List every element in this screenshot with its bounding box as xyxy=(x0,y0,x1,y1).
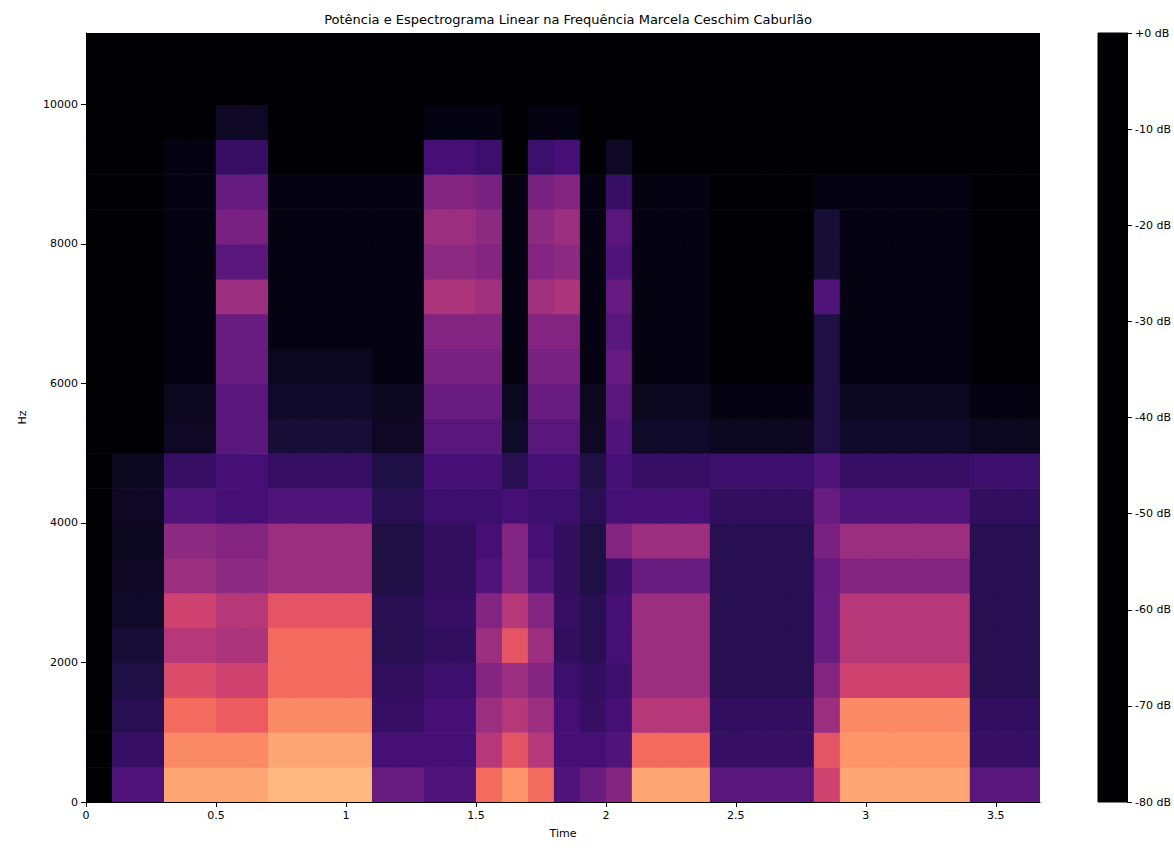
svg-text:10000: 10000 xyxy=(43,98,78,111)
svg-text:0: 0 xyxy=(71,796,78,809)
svg-text:-10 dB: -10 dB xyxy=(1135,123,1171,136)
svg-text:-20 dB: -20 dB xyxy=(1135,219,1171,232)
svg-text:4000: 4000 xyxy=(50,516,78,529)
svg-text:-70 dB: -70 dB xyxy=(1135,699,1171,712)
svg-text:8000: 8000 xyxy=(50,237,78,250)
svg-text:2.5: 2.5 xyxy=(727,809,745,822)
svg-text:3.5: 3.5 xyxy=(987,809,1005,822)
svg-text:3: 3 xyxy=(862,809,869,822)
svg-text:-30 dB: -30 dB xyxy=(1135,315,1171,328)
svg-text:1: 1 xyxy=(342,809,349,822)
svg-text:-80 dB: -80 dB xyxy=(1135,796,1171,809)
svg-text:Hz: Hz xyxy=(16,410,29,424)
svg-text:-60 dB: -60 dB xyxy=(1135,603,1171,616)
svg-text:1.5: 1.5 xyxy=(467,809,485,822)
svg-text:Potência e Espectrograma Linea: Potência e Espectrograma Linear na Frequ… xyxy=(324,12,812,27)
svg-text:0: 0 xyxy=(83,809,90,822)
svg-text:-40 dB: -40 dB xyxy=(1135,411,1171,424)
svg-text:2000: 2000 xyxy=(50,656,78,669)
svg-text:Time: Time xyxy=(549,827,577,840)
svg-text:2: 2 xyxy=(602,809,609,822)
svg-text:6000: 6000 xyxy=(50,377,78,390)
svg-text:-50 dB: -50 dB xyxy=(1135,507,1171,520)
svg-text:0.5: 0.5 xyxy=(207,809,225,822)
svg-text:+0 dB: +0 dB xyxy=(1135,27,1169,40)
